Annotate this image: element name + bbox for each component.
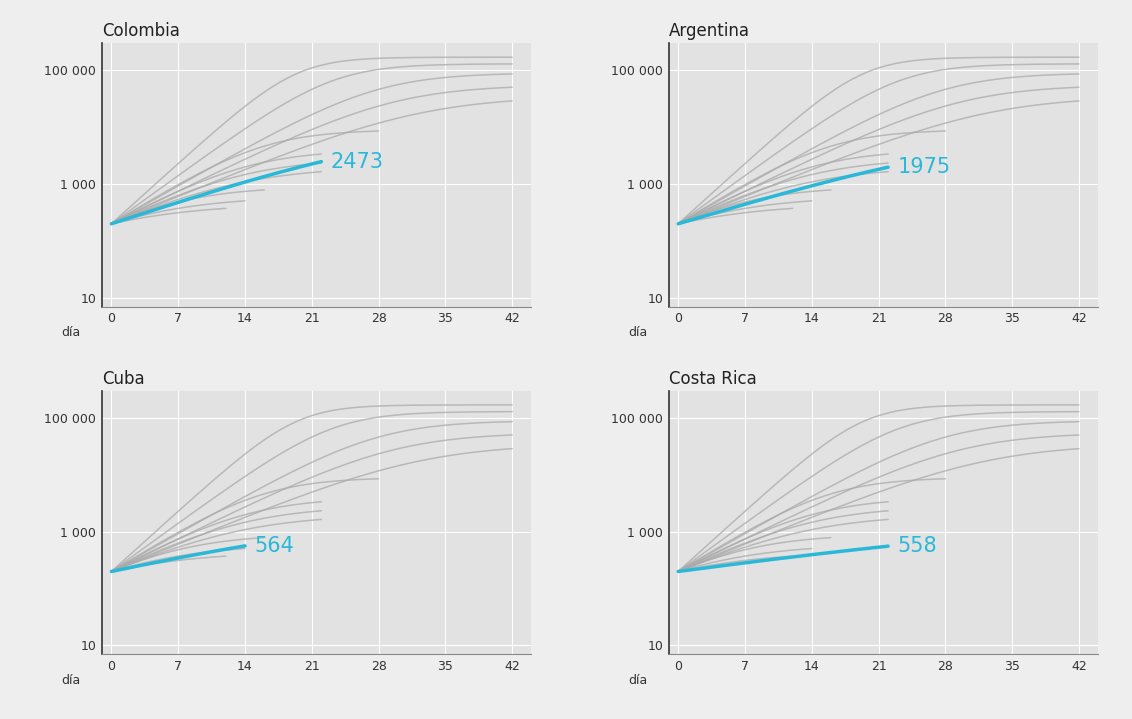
Text: 2473: 2473 bbox=[331, 152, 384, 172]
Text: Costa Rica: Costa Rica bbox=[669, 370, 756, 388]
Text: día: día bbox=[61, 326, 80, 339]
Text: 558: 558 bbox=[898, 536, 937, 557]
Text: 564: 564 bbox=[255, 536, 294, 556]
Text: 1975: 1975 bbox=[898, 157, 951, 177]
Text: Cuba: Cuba bbox=[102, 370, 145, 388]
Text: Argentina: Argentina bbox=[669, 22, 749, 40]
Text: día: día bbox=[628, 674, 648, 687]
Text: día: día bbox=[61, 674, 80, 687]
Text: día: día bbox=[628, 326, 648, 339]
Text: Colombia: Colombia bbox=[102, 22, 180, 40]
